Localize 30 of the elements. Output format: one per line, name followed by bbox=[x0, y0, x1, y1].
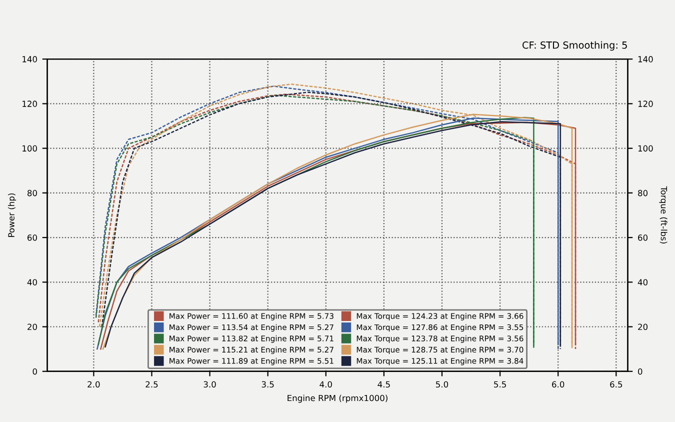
y-tick-label: 0 bbox=[32, 368, 37, 375]
x-tick-label: 5.0 bbox=[436, 381, 448, 388]
y2-tick-label: 0 bbox=[638, 368, 642, 375]
y-tick-label: 20 bbox=[28, 324, 37, 330]
y-tick-label: 140 bbox=[22, 56, 37, 62]
y2-tick-label: 60 bbox=[638, 234, 648, 241]
x-tick-label: 4.0 bbox=[320, 381, 332, 388]
x-tick-label: 4.5 bbox=[378, 381, 390, 388]
x-axis-title: Engine RPM (rpmx1000) bbox=[288, 394, 388, 403]
x-tick-label: 3.5 bbox=[262, 381, 274, 388]
y2-tick-label: 20 bbox=[638, 324, 648, 330]
y2-tick-label: 40 bbox=[638, 279, 648, 286]
x-tick-label: 6.5 bbox=[610, 381, 622, 388]
y2-tick-label: 80 bbox=[638, 190, 648, 196]
y2-tick-label: 140 bbox=[638, 56, 653, 62]
y2-axis-title: Torque (ft-lbs) bbox=[659, 186, 668, 244]
y-tick-label: 80 bbox=[27, 190, 37, 196]
y-tick-label: 100 bbox=[22, 145, 37, 152]
x-tick-label: 6.0 bbox=[552, 381, 564, 388]
y-tick-label: 40 bbox=[27, 279, 37, 286]
x-tick-label: 5.5 bbox=[494, 381, 506, 388]
x-tick-label: 3.0 bbox=[204, 381, 216, 388]
y-tick-label: 60 bbox=[28, 234, 37, 241]
y-axis-title: Power (hp) bbox=[8, 193, 16, 237]
text: CF: STD Smoothing: 5 bbox=[522, 41, 627, 51]
y2-tick-label: 120 bbox=[638, 100, 653, 107]
x-tick-label: 2.0 bbox=[88, 381, 100, 388]
y2-tick-label: 100 bbox=[638, 145, 653, 152]
y-tick-label: 120 bbox=[22, 100, 37, 107]
x-tick-label: 2.5 bbox=[146, 381, 158, 388]
